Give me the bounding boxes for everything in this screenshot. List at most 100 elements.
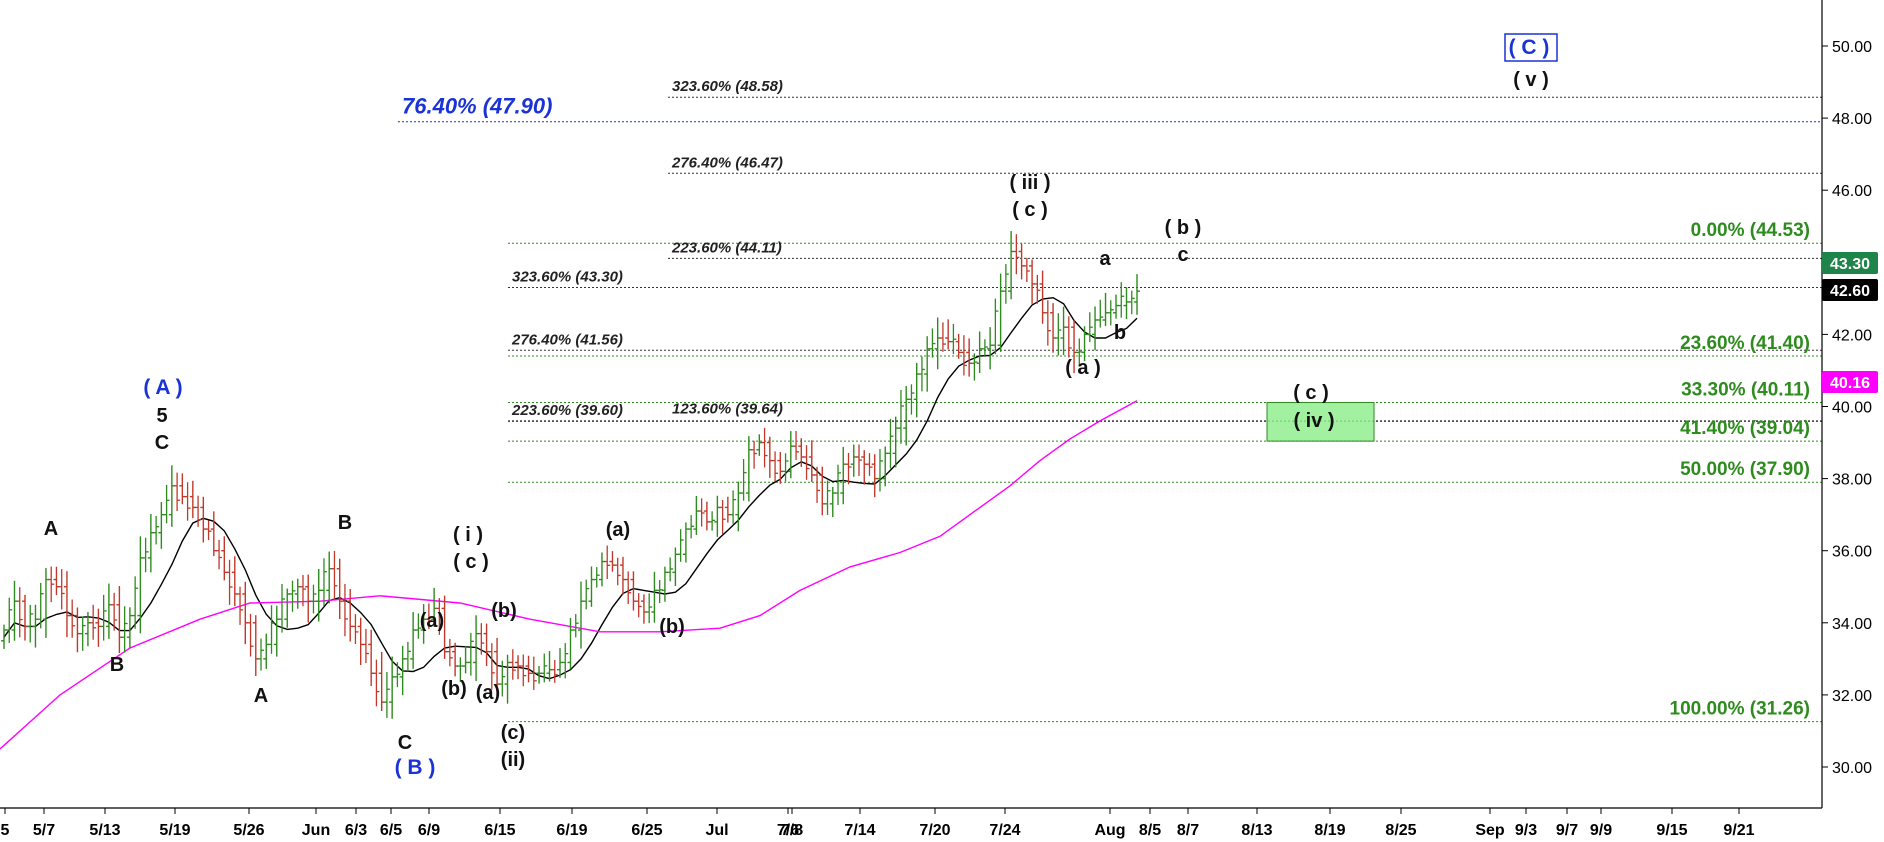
- price-bar: [756, 427, 768, 468]
- price-bars: [1, 231, 1140, 719]
- wave-label: C: [398, 732, 412, 754]
- fib-extension-label: 123.60% (39.64): [672, 400, 783, 417]
- price-bar: [787, 431, 800, 479]
- price-bar: [263, 605, 275, 669]
- target-zone: [1266, 402, 1375, 442]
- price-bar: [347, 588, 359, 645]
- price-bar: [987, 298, 999, 370]
- x-tick-label: 9/7: [1556, 822, 1578, 839]
- price-bar: [536, 653, 548, 684]
- price-bar: [693, 495, 705, 535]
- wave-label: ( v ): [1513, 69, 1549, 91]
- price-bar: [137, 536, 149, 634]
- fib-retracement-label: 33.30% (40.11): [1681, 380, 1810, 401]
- fib-extension-label: 276.40% (46.47): [671, 154, 783, 171]
- svg-text:42.60: 42.60: [1830, 283, 1870, 300]
- y-tick-label: 32.00: [1832, 688, 1872, 705]
- price-bar: [42, 566, 55, 638]
- price-bar: [840, 446, 852, 505]
- price-bar: [294, 575, 306, 609]
- price-bar: [210, 511, 223, 570]
- x-tick-label: 7/14: [844, 822, 875, 839]
- wave-label: A: [44, 518, 58, 540]
- x-tick-label: 7/8: [781, 822, 803, 839]
- price-bar: [766, 436, 779, 482]
- x-tick-label: 9/9: [1590, 822, 1612, 839]
- price-bar: [945, 319, 957, 355]
- price-bar: [871, 448, 883, 498]
- price-bar: [924, 328, 936, 392]
- price-bar: [147, 514, 160, 573]
- x-tick-label: 5/13: [89, 822, 120, 839]
- price-bar: [557, 643, 569, 679]
- fib-retracement-label: 100.00% (31.26): [1670, 699, 1811, 720]
- price-bar: [305, 574, 317, 623]
- wave-iv-target-zone: [1266, 402, 1375, 442]
- x-tick-label: Sep: [1475, 822, 1505, 839]
- price-bar: [640, 593, 653, 624]
- wave-label: ( a ): [1065, 357, 1101, 379]
- price-bar: [1060, 306, 1072, 358]
- price-bar: [252, 615, 265, 676]
- wave-label: ( i ): [453, 524, 483, 546]
- price-bar: [829, 464, 842, 518]
- price-bar: [368, 629, 380, 707]
- x-tick-label: Jul: [705, 822, 728, 839]
- price-bar: [63, 571, 76, 638]
- x-tick-label: 6/15: [484, 822, 515, 839]
- x-tick-label: 6/25: [631, 822, 662, 839]
- wave-label: ( b ): [1165, 217, 1202, 239]
- x-tick-label: 8/5: [1139, 822, 1161, 839]
- wave-label: ( c ): [1012, 199, 1048, 221]
- wave-label: ( iii ): [1009, 172, 1050, 194]
- x-tick-label: 9/3: [1515, 822, 1537, 839]
- x-tick-label: Jun: [302, 822, 330, 839]
- x-tick-label: 6/19: [556, 822, 587, 839]
- x-tick-label: 9/15: [1656, 822, 1687, 839]
- price-bar: [777, 452, 789, 484]
- price-bar: [661, 557, 674, 602]
- price-bar: [473, 615, 485, 682]
- wave-label: (b): [491, 600, 517, 622]
- price-bar: [315, 558, 327, 622]
- svg-text:43.30: 43.30: [1830, 256, 1870, 273]
- price-bar: [861, 450, 873, 485]
- price-bar: [798, 438, 810, 480]
- price-bar: [588, 566, 600, 607]
- price-bar: [1050, 303, 1062, 356]
- price-bar: [724, 490, 737, 524]
- wave-label: (ii): [501, 749, 525, 771]
- price-bar: [231, 556, 244, 625]
- wave-label: (a): [476, 682, 500, 704]
- price-bar: [966, 338, 978, 381]
- wave-label: (b): [441, 678, 467, 700]
- x-tick-label: 8/25: [1385, 822, 1416, 839]
- price-bar: [546, 651, 558, 683]
- wave-label: (c): [501, 722, 525, 744]
- price-bar: [273, 583, 286, 657]
- price-bar: [1102, 292, 1114, 327]
- price-bar: [431, 587, 443, 635]
- y-tick-label: 34.00: [1832, 616, 1872, 633]
- x-tick-label: 8/7: [1177, 822, 1199, 839]
- price-bar: [1039, 270, 1051, 346]
- price-bar: [882, 418, 894, 487]
- fib-lines: [398, 96, 1822, 723]
- wave-label: c: [1177, 244, 1188, 266]
- price-badge: 40.16: [1822, 371, 1878, 393]
- fib-retracement-label: 50.00% (37.90): [1680, 459, 1810, 480]
- x-tick-label: 5/26: [233, 822, 264, 839]
- x-tick-label: 5: [1, 822, 10, 839]
- x-tick-label: 5/7: [33, 822, 55, 839]
- wave-label: ( c ): [1293, 382, 1329, 404]
- moving-averages: [0, 296, 1138, 750]
- blue-fib-label: 76.40% (47.90): [402, 94, 552, 119]
- price-bar: [1092, 299, 1104, 351]
- x-tick-label: 6/5: [380, 822, 402, 839]
- price-bar: [53, 566, 65, 610]
- wave-label: a: [1099, 248, 1111, 270]
- fib-retracement-label: 23.60% (41.40): [1680, 333, 1810, 354]
- price-bar: [74, 607, 86, 653]
- x-tick-label: 8/13: [1241, 822, 1272, 839]
